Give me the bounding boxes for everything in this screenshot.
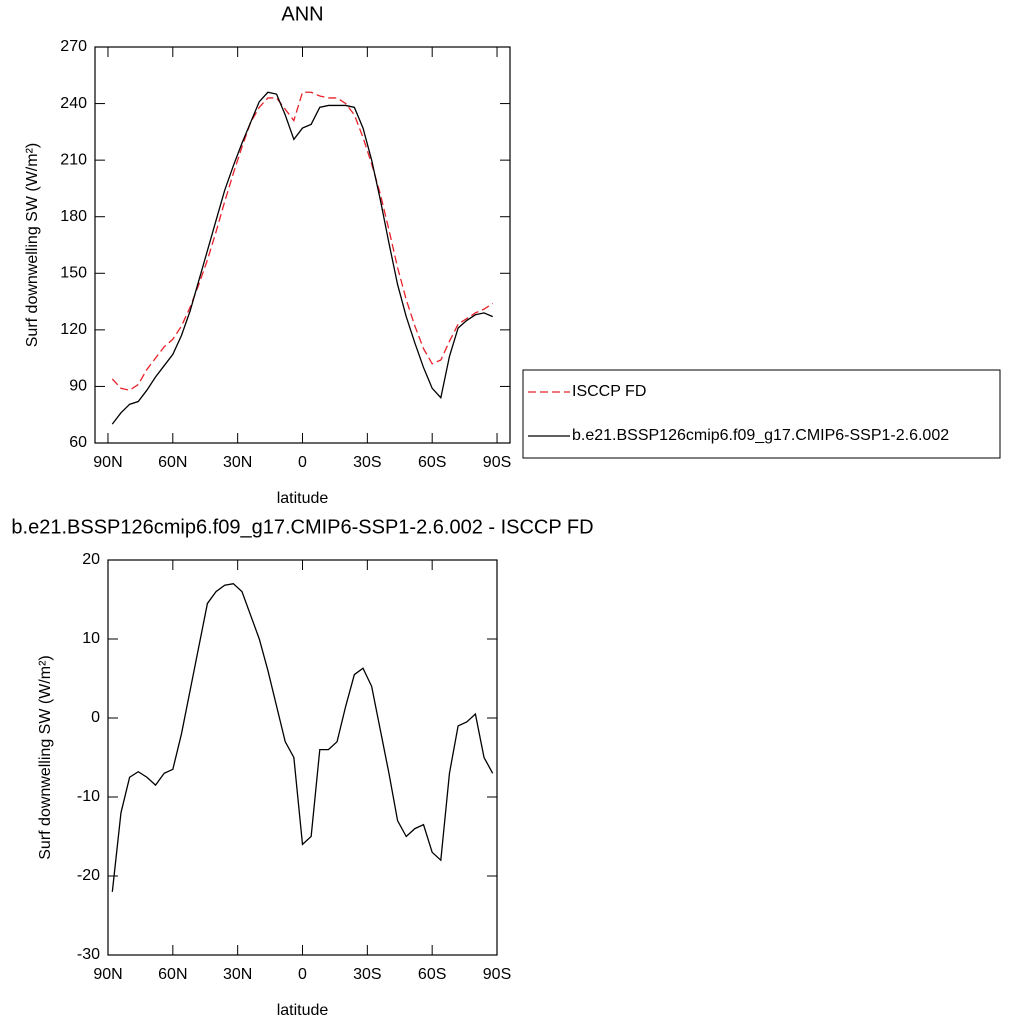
data-line (111, 91, 494, 391)
x-axis-label: latitude (277, 490, 329, 507)
x-tick-label: 90S (483, 966, 511, 983)
legend-label: ISCCP FD (572, 383, 646, 400)
y-tick-label: 240 (60, 95, 87, 112)
y-axis-label: Surf downwelling SW (W/m²) (24, 143, 41, 347)
y-tick-label: 90 (69, 378, 87, 395)
x-tick-label: 60S (418, 966, 446, 983)
y-tick-label: -30 (77, 946, 100, 963)
x-tick-label: 60S (418, 454, 446, 471)
y-tick-label: 180 (60, 208, 87, 225)
x-tick-label: 90S (483, 454, 511, 471)
y-tick-label: -10 (77, 788, 100, 805)
plot-frame (94, 46, 511, 444)
y-tick-label: 0 (91, 709, 100, 726)
x-tick-label: 30N (223, 454, 252, 471)
x-tick-label: 60N (158, 966, 187, 983)
y-tick-label: 120 (60, 321, 87, 338)
data-line (111, 91, 493, 425)
chart-title: ANN (281, 3, 323, 25)
plot-frame (107, 559, 498, 956)
y-tick-label: 10 (82, 630, 100, 647)
legend-box (522, 369, 1001, 459)
x-tick-label: 90N (93, 966, 122, 983)
y-tick-label: 150 (60, 265, 87, 282)
chart-title: b.e21.BSSP126cmip6.f09_g17.CMIP6-SSP1-2.… (11, 516, 593, 538)
legend-label: b.e21.BSSP126cmip6.f09_g17.CMIP6-SSP1-2.… (572, 427, 949, 444)
y-axis-label: Surf downwelling SW (W/m²) (37, 655, 54, 859)
x-tick-label: 30S (353, 966, 381, 983)
y-tick-label: 20 (82, 551, 100, 568)
x-tick-label: 30S (353, 454, 381, 471)
x-tick-label: 90N (93, 454, 122, 471)
x-tick-label: 30N (223, 966, 252, 983)
x-tick-label: 0 (298, 966, 307, 983)
y-tick-label: -20 (77, 867, 100, 884)
x-axis-label: latitude (277, 1002, 329, 1019)
y-tick-label: 270 (60, 38, 87, 55)
x-tick-label: 0 (298, 454, 307, 471)
y-tick-label: 210 (60, 151, 87, 168)
x-tick-label: 60N (158, 454, 187, 471)
data-line (111, 583, 494, 892)
y-tick-label: 60 (69, 434, 87, 451)
